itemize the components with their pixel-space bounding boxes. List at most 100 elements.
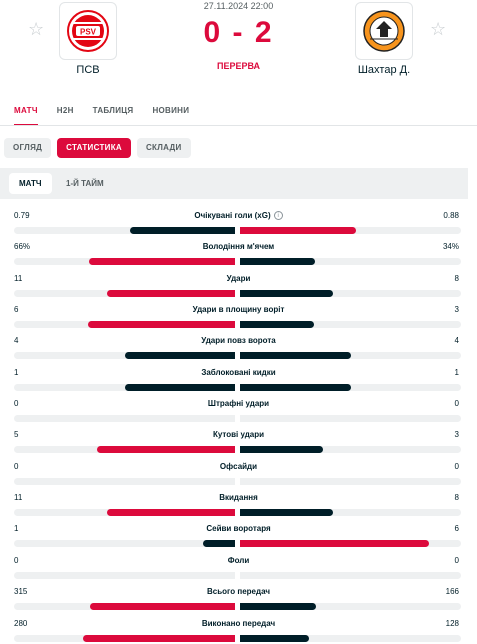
stat-home-bar bbox=[90, 603, 235, 610]
stat-home-value: 6 bbox=[14, 305, 19, 314]
stat-away-bar bbox=[240, 384, 351, 391]
favorite-away-star-icon[interactable]: ☆ bbox=[430, 19, 447, 39]
stat-home-value: 1 bbox=[14, 368, 19, 377]
tab-match[interactable]: МАТЧ bbox=[14, 106, 38, 126]
stat-away-track bbox=[240, 509, 461, 516]
stat-home-value: 315 bbox=[14, 587, 28, 596]
subtab-statistics[interactable]: СТАТИСТИКА bbox=[57, 138, 131, 158]
stat-away-value: 8 bbox=[454, 274, 459, 283]
home-team-name[interactable]: ПСВ bbox=[76, 64, 100, 76]
stat-label-text: Штрафні удари bbox=[207, 399, 270, 408]
stat-label: Офсайди bbox=[0, 462, 477, 471]
stat-away-bar bbox=[240, 352, 351, 359]
stat-label: Удари повз ворота bbox=[0, 336, 477, 345]
stat-home-bar bbox=[107, 290, 235, 297]
stat-home-value: 4 bbox=[14, 336, 19, 345]
stat-label-text: Заблоковані кидки bbox=[201, 368, 276, 377]
stat-away-value: 6 bbox=[454, 524, 459, 533]
info-icon[interactable]: i bbox=[273, 211, 283, 221]
home-team-logo[interactable]: PSV bbox=[59, 2, 117, 60]
stat-row: 1 Заблоковані кидки 1 bbox=[0, 364, 477, 395]
stat-home-value: 11 bbox=[14, 274, 23, 283]
period-tab-match[interactable]: МАТЧ bbox=[9, 173, 52, 194]
match-datetime: 27.11.2024 22:00 bbox=[203, 1, 274, 11]
stat-away-track bbox=[240, 446, 461, 453]
stat-home-track bbox=[14, 635, 235, 642]
stat-away-value: 128 bbox=[445, 619, 459, 628]
match-score: 0 - 2 bbox=[203, 16, 274, 49]
stat-home-track bbox=[14, 258, 235, 265]
stat-away-value: 0 bbox=[454, 462, 459, 471]
stat-away-value: 34% bbox=[442, 242, 459, 251]
stat-label: Кутові удари bbox=[0, 430, 477, 439]
stat-away-value: 166 bbox=[445, 587, 459, 596]
away-team-name[interactable]: Шахтар Д. bbox=[357, 64, 411, 76]
stat-label-text: Всього передач bbox=[207, 587, 270, 596]
stat-label: Очікувані голи (xG) i bbox=[0, 211, 477, 221]
tab-h2h[interactable]: H2H bbox=[56, 106, 74, 115]
svg-text:PSV: PSV bbox=[80, 28, 97, 37]
stat-home-bar bbox=[87, 321, 235, 328]
period-tab-first-half[interactable]: 1-Й ТАЙМ bbox=[66, 179, 104, 188]
stat-label: Вкидання bbox=[0, 493, 477, 502]
stat-away-value: 0 bbox=[454, 399, 459, 408]
stat-home-value: 11 bbox=[14, 493, 23, 502]
stat-row: 0.79 Очікувані голи (xG) i 0.88 bbox=[0, 207, 477, 238]
stat-label: Володіння м'ячем bbox=[0, 242, 477, 251]
stat-home-track bbox=[14, 290, 235, 297]
stat-home-track bbox=[14, 603, 235, 610]
stat-home-value: 0 bbox=[14, 399, 19, 408]
stat-away-bar bbox=[240, 321, 314, 328]
subtab-lineups[interactable]: СКЛАДИ bbox=[136, 138, 191, 158]
subtab-overview[interactable]: ОГЛЯД bbox=[4, 138, 52, 158]
tab-table[interactable]: ТАБЛИЦЯ bbox=[92, 106, 134, 115]
stat-home-track bbox=[14, 415, 235, 422]
stat-away-value: 3 bbox=[454, 305, 459, 314]
stat-label: Заблоковані кидки bbox=[0, 368, 477, 377]
stat-label: Сейви воротаря bbox=[0, 524, 477, 533]
stat-away-bar bbox=[240, 290, 334, 297]
stat-away-bar bbox=[240, 446, 323, 453]
stat-row: 11 Вкидання 8 bbox=[0, 489, 477, 520]
stat-label: Удари в площину воріт bbox=[0, 305, 477, 314]
stat-home-bar bbox=[89, 258, 235, 265]
stat-home-track bbox=[14, 478, 235, 485]
stat-home-bar bbox=[124, 384, 235, 391]
stat-label-text: Сейви воротаря bbox=[206, 524, 271, 533]
stat-away-bar bbox=[240, 540, 430, 547]
period-tabs: МАТЧ 1-Й ТАЙМ bbox=[0, 168, 468, 199]
stat-row: 6 Удари в площину воріт 3 bbox=[0, 301, 477, 332]
stat-row: 1 Сейви воротаря 6 bbox=[0, 520, 477, 551]
stat-away-bar bbox=[240, 509, 334, 516]
stat-away-track bbox=[240, 352, 461, 359]
stat-away-bar bbox=[240, 635, 310, 642]
stat-away-track bbox=[240, 635, 461, 642]
stat-away-track bbox=[240, 384, 461, 391]
stat-away-track bbox=[240, 603, 461, 610]
stat-home-track bbox=[14, 227, 235, 234]
stat-home-track bbox=[14, 446, 235, 453]
away-team-logo[interactable] bbox=[355, 2, 413, 60]
stat-away-bar bbox=[240, 227, 357, 234]
stat-label: Штрафні удари bbox=[0, 399, 477, 408]
stat-home-bar bbox=[107, 509, 235, 516]
stat-away-value: 0.88 bbox=[443, 211, 459, 220]
stat-label-text: Фоли bbox=[227, 556, 250, 565]
stat-label-text: Вкидання bbox=[219, 493, 258, 502]
stat-row: 66% Володіння м'ячем 34% bbox=[0, 238, 477, 269]
stat-row: 0 Штрафні удари 0 bbox=[0, 395, 477, 426]
match-header: ☆ PSV ПСВ 27.11.2024 22:00 0 - 2 ПЕРЕРВА… bbox=[0, 0, 477, 95]
stat-home-value: 0 bbox=[14, 462, 19, 471]
stat-home-track bbox=[14, 384, 235, 391]
favorite-home-star-icon[interactable]: ☆ bbox=[28, 19, 45, 39]
stat-away-track bbox=[240, 478, 461, 485]
stat-away-track bbox=[240, 415, 461, 422]
stat-home-value: 1 bbox=[14, 524, 19, 533]
stat-home-bar bbox=[96, 446, 235, 453]
stat-home-bar bbox=[130, 227, 235, 234]
stat-away-track bbox=[240, 321, 461, 328]
tab-news[interactable]: НОВИНИ bbox=[152, 106, 190, 115]
stat-row: 280 Виконано передач 128 bbox=[0, 615, 477, 644]
stat-home-track bbox=[14, 352, 235, 359]
stat-row: 11 Удари 8 bbox=[0, 270, 477, 301]
